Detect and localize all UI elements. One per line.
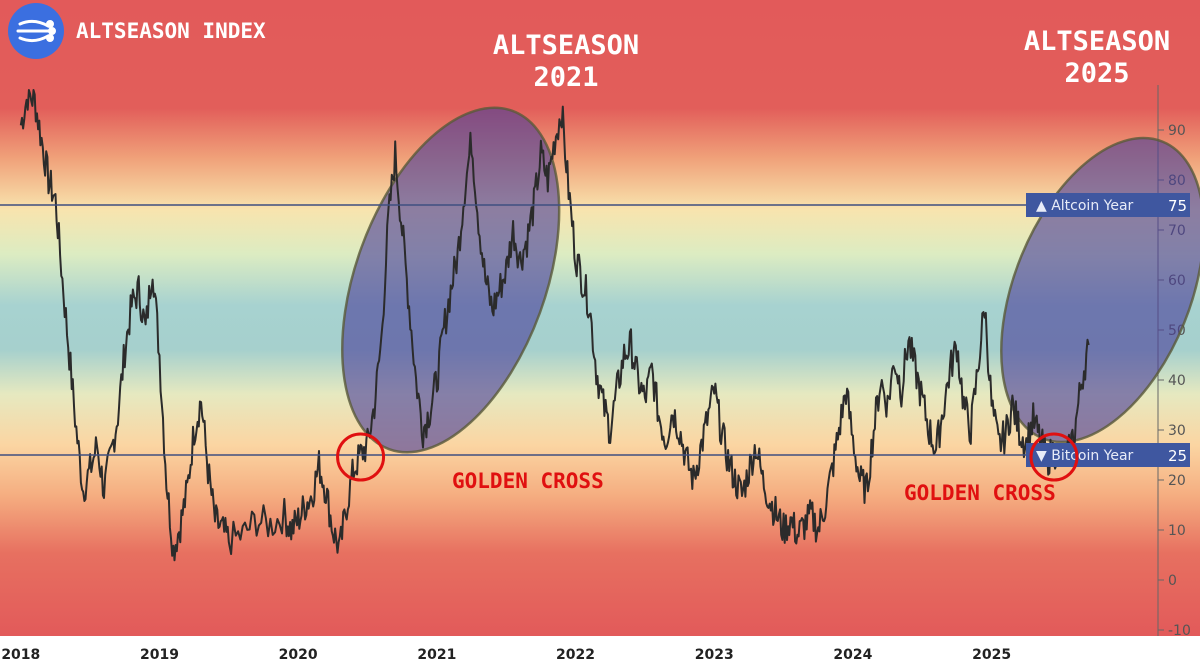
golden-cross-circle-2 bbox=[1029, 432, 1079, 482]
logo-lines bbox=[16, 19, 56, 43]
golden-cross-circle-1 bbox=[336, 432, 386, 482]
x-tick-label: 2024 bbox=[833, 647, 872, 663]
series-line bbox=[19, 89, 1090, 562]
x-axis-ticks: 2018 2019 2020 2021 2022 2023 2024 2025 bbox=[1, 647, 1011, 663]
threshold-name: ▲ Altcoin Year bbox=[1036, 198, 1134, 214]
y-tick-label: 40 bbox=[1168, 373, 1186, 389]
threshold-badge-bg bbox=[1026, 193, 1158, 217]
threshold-value: 25 bbox=[1168, 447, 1187, 465]
x-tick-label: 2018 bbox=[1, 647, 40, 663]
golden-cross-label-1: GOLDEN CROSS bbox=[452, 469, 604, 493]
brand: ALTSEASON INDEX bbox=[8, 3, 266, 59]
threshold-badge: ▲ Altcoin Year 75 bbox=[1026, 193, 1190, 217]
threshold-value-bg bbox=[1158, 193, 1190, 217]
y-tick-label: 20 bbox=[1168, 473, 1186, 489]
threshold-name: ▼ Bitcoin Year bbox=[1036, 448, 1134, 464]
altseason-2021-line2: 2021 bbox=[533, 62, 598, 93]
x-tick-label: 2025 bbox=[972, 647, 1011, 663]
golden-cross-label-2: GOLDEN CROSS bbox=[904, 481, 1056, 505]
threshold-lines: ▲ Altcoin Year 75 ▼ Bitcoin Year 25 bbox=[0, 193, 1190, 467]
threshold-badge: ▼ Bitcoin Year 25 bbox=[1026, 443, 1190, 467]
threshold-value-bg bbox=[1158, 443, 1190, 467]
y-tick-label: 0 bbox=[1168, 573, 1177, 589]
y-tick-label: 90 bbox=[1168, 123, 1186, 139]
altseason-ellipse-1 bbox=[341, 106, 561, 454]
altseason-2025-line2: 2025 bbox=[1064, 58, 1129, 89]
y-tick-label: -10 bbox=[1168, 623, 1191, 639]
brand-title: ALTSEASON INDEX bbox=[76, 19, 266, 43]
x-tick-label: 2022 bbox=[556, 647, 595, 663]
heat-background bbox=[0, 0, 1200, 636]
altseason-2025-line1: ALTSEASON bbox=[1024, 26, 1170, 57]
x-tick-label: 2019 bbox=[140, 647, 179, 663]
altseason-2021-line1: ALTSEASON bbox=[493, 30, 639, 61]
y-tick-label: 30 bbox=[1168, 423, 1186, 439]
x-axis-band bbox=[0, 636, 1200, 667]
x-tick-label: 2021 bbox=[417, 647, 456, 663]
threshold-value: 75 bbox=[1168, 197, 1187, 215]
y-tick-label: 10 bbox=[1168, 523, 1186, 539]
x-tick-label: 2023 bbox=[695, 647, 734, 663]
golden-cross-markers bbox=[336, 432, 1079, 482]
x-tick-label: 2020 bbox=[279, 647, 318, 663]
threshold-badge-bg bbox=[1026, 443, 1158, 467]
